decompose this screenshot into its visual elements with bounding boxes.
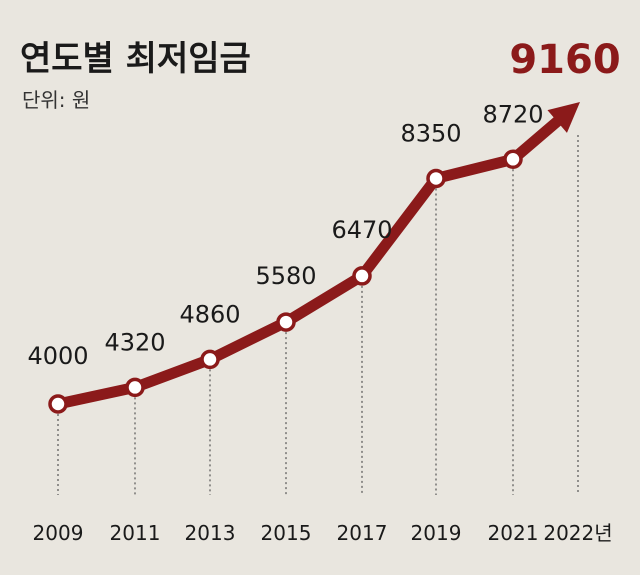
unit-label: 단위: 원	[22, 88, 90, 112]
data-point	[200, 349, 220, 370]
x-tick-label: 2022년	[543, 521, 612, 545]
x-axis-ticks: 2009 2011 2013 2015 2017 2019 2021 2022년	[33, 521, 613, 545]
data-point	[276, 312, 296, 332]
data-point	[426, 168, 446, 189]
chart-title: 연도별 최저임금	[20, 39, 251, 79]
data-label: 4000	[27, 342, 88, 370]
data-labels: 4000 4320 4860 5580 6470 8350 8720 9160	[27, 37, 620, 370]
data-label: 6470	[331, 216, 392, 244]
data-label: 4860	[179, 300, 240, 328]
x-tick-label: 2019	[411, 521, 462, 545]
x-tick-label: 2009	[33, 521, 84, 545]
data-point	[503, 149, 523, 170]
drop-lines	[57, 135, 579, 495]
series-line-path	[52, 113, 566, 410]
x-tick-label: 2013	[185, 521, 236, 545]
data-label: 8350	[400, 119, 461, 147]
data-label: 4320	[104, 328, 165, 356]
x-tick-label: 2021	[488, 521, 539, 545]
data-label: 5580	[255, 262, 316, 290]
series-line	[52, 102, 580, 410]
data-label-highlight: 9160	[509, 37, 620, 83]
x-tick-label: 2017	[337, 521, 388, 545]
data-label: 8720	[482, 100, 543, 128]
x-tick-label: 2015	[261, 521, 312, 545]
x-tick-label: 2011	[110, 521, 161, 545]
data-point	[352, 266, 372, 286]
data-point	[125, 377, 145, 398]
data-points	[48, 149, 523, 414]
data-point	[48, 394, 68, 414]
trend-arrowhead	[547, 102, 580, 133]
